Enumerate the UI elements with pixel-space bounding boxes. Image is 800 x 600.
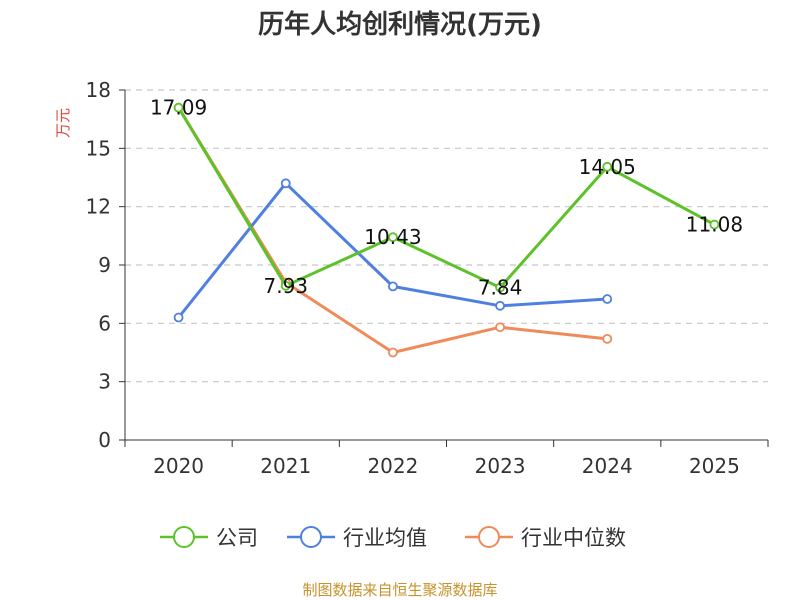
data-point[interactable] [495,322,505,333]
data-point[interactable] [280,280,291,291]
legend-marker [478,526,500,548]
axes: 0 3 6 9 12 15 18 2020 2021 2022 2023 2024 2025 [86,78,769,478]
data-label: 17.09 [150,96,207,120]
y-tick-label: 0 [98,428,111,452]
data-label: 7.93 [263,274,308,298]
source-note: 制图数据来自恒生聚源数据库 [302,581,497,599]
y-axis-label: 万元 [54,108,72,138]
legend-label: 行业均值 [343,526,427,550]
data-point[interactable] [602,161,613,172]
grid-lines [125,89,768,383]
data-point[interactable] [709,219,720,230]
legend-item-0[interactable]: 公司 [160,526,258,550]
legend-marker [173,526,195,548]
y-tick-label: 12 [86,195,111,219]
data-point[interactable] [388,281,398,292]
y-tick-label: 3 [98,370,111,394]
data-label: 14.05 [579,155,636,179]
legend-label: 公司 [216,526,258,550]
data-point[interactable] [388,347,398,358]
data-point[interactable] [173,312,184,323]
legend-item-2[interactable]: 行业中位数 [465,526,626,550]
y-tick-label: 18 [86,78,111,102]
data-label: 11.08 [686,213,743,237]
data-point[interactable] [280,178,291,189]
legend-item-1[interactable]: 行业均值 [287,526,427,550]
data-label: 10.43 [364,225,421,249]
x-tick-label: 2025 [689,454,740,478]
data-point[interactable] [602,294,613,304]
series-layer [173,102,720,358]
x-tick-label: 2022 [367,454,418,478]
series-line-1 [177,181,608,319]
data-point[interactable] [173,102,184,113]
chart-title: 历年人均创利情况(万元) [258,9,542,40]
data-point[interactable] [388,232,398,243]
x-tick-label: 2021 [260,454,311,478]
y-tick-label: 9 [98,253,111,277]
x-tick-label: 2020 [153,454,204,478]
x-tick-label: 2023 [475,454,526,478]
data-labels: 17.09 7.93 10.43 7.84 14.05 11.08 [150,96,743,300]
data-point[interactable] [495,282,505,293]
legend-marker [300,526,322,548]
data-point[interactable] [602,333,613,344]
x-tick-label: 2024 [582,454,633,478]
legend-label: 行业中位数 [521,526,626,550]
y-tick-label: 15 [86,136,111,160]
data-point[interactable] [495,300,505,311]
legend[interactable]: 公司 行业均值 行业中位数 [160,526,626,550]
y-tick-label: 6 [98,311,111,335]
series-line-0 [177,106,716,290]
data-label: 7.84 [478,276,523,300]
